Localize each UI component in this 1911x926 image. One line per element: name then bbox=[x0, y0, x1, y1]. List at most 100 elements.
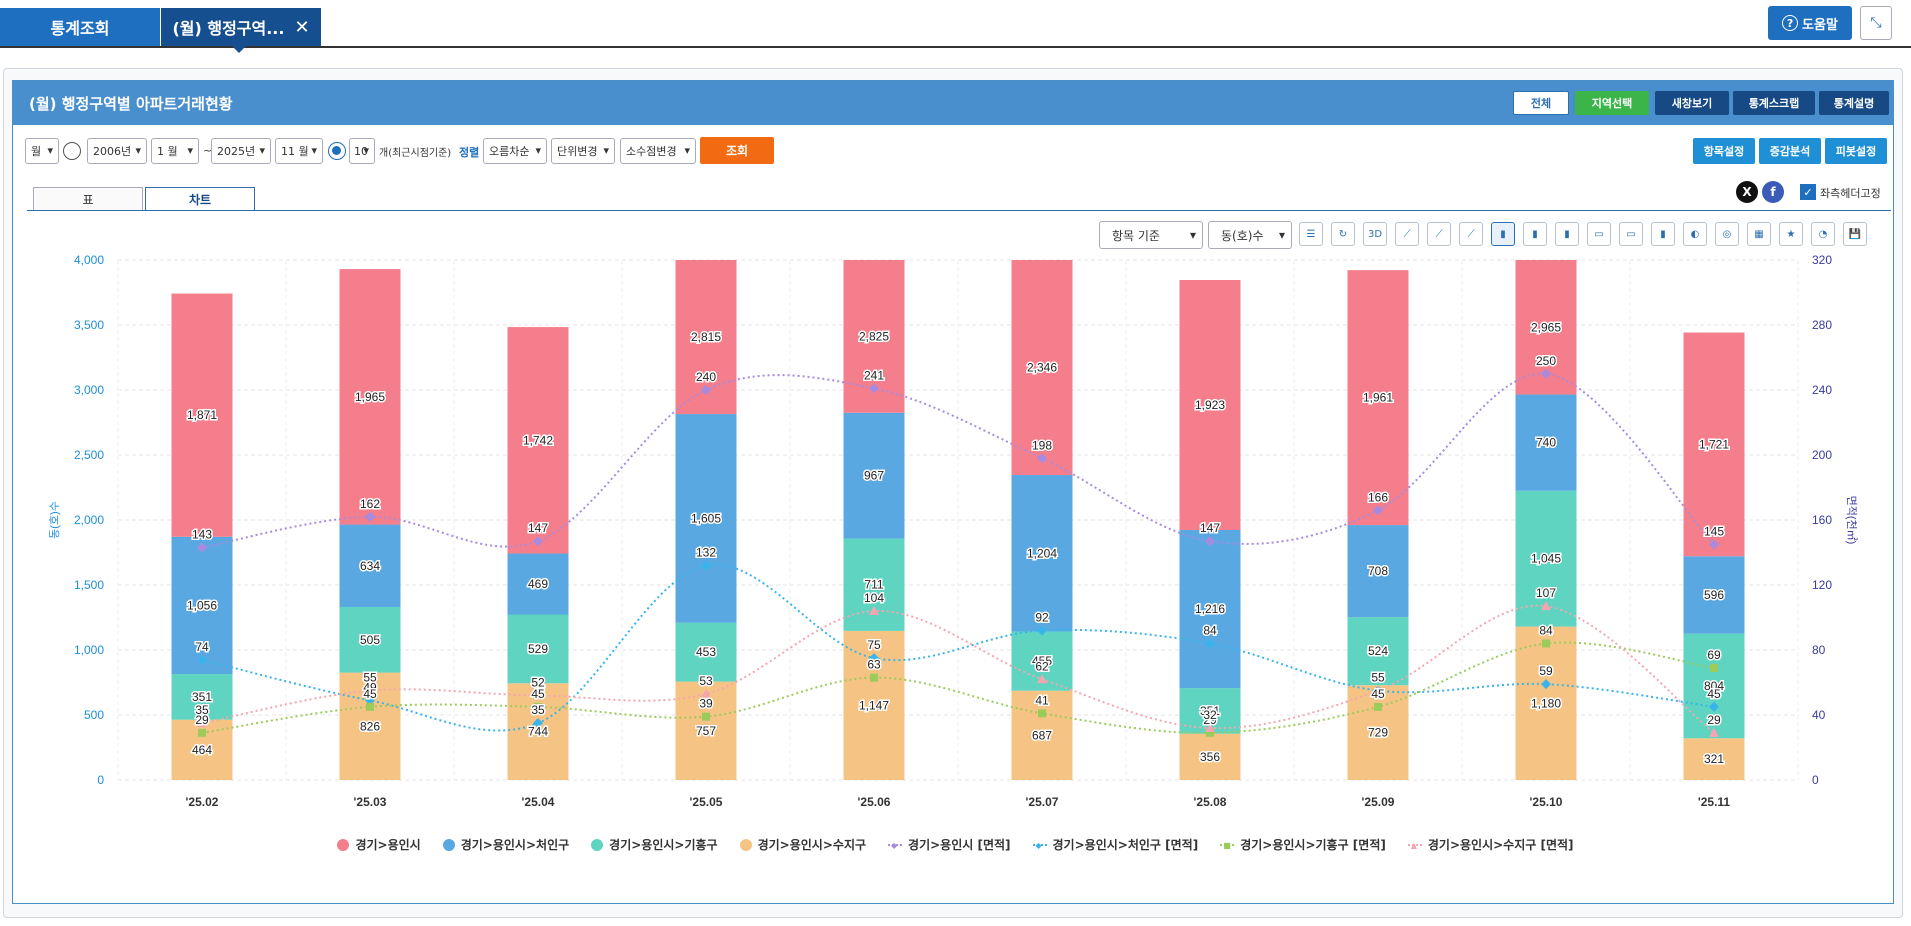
legend-item[interactable]: 경기>용인시>기흥구 bbox=[591, 836, 718, 853]
x-tick-label: '25.08 bbox=[1194, 795, 1227, 809]
chart-tool-6-icon[interactable]: ▮ bbox=[1491, 222, 1515, 246]
facebook-share-icon[interactable]: f bbox=[1762, 181, 1784, 203]
legend-item[interactable]: ■ 경기>용인시>기흥구 [면적] bbox=[1220, 836, 1386, 853]
item-settings-button[interactable]: 항목설정 bbox=[1693, 138, 1755, 164]
tab-apartment-region[interactable]: (월) 행정구역... ✕ bbox=[161, 8, 321, 46]
stats-scrap-button[interactable]: 통계스크랩 bbox=[1733, 91, 1815, 115]
legend-item[interactable]: 경기>용인시>수지구 bbox=[739, 836, 866, 853]
line-point bbox=[1037, 674, 1047, 684]
unit-select[interactable]: 단위변경 bbox=[551, 138, 615, 164]
fix-header-checkbox[interactable]: ✓ bbox=[1800, 184, 1816, 200]
legend-item[interactable]: ◆ 경기>용인시 [면적] bbox=[888, 836, 1011, 853]
start-year-select[interactable]: 2006년 bbox=[87, 138, 147, 164]
chart-tool-11-icon[interactable]: ▮ bbox=[1651, 222, 1675, 246]
y-tick-label: 2,500 bbox=[74, 448, 104, 462]
line-point bbox=[701, 385, 711, 395]
line-value-label: 45 bbox=[363, 687, 377, 701]
legend-item[interactable]: 경기>용인시 bbox=[337, 836, 421, 853]
chart-tool-2-icon[interactable]: 3D bbox=[1363, 222, 1387, 246]
line-point bbox=[1373, 685, 1383, 695]
line-value-label: 240 bbox=[696, 370, 716, 384]
chart-tool-1-icon[interactable]: ↻ bbox=[1331, 222, 1355, 246]
bar-value-label: 321 bbox=[1704, 752, 1724, 766]
legend-swatch: ◆ bbox=[888, 841, 903, 850]
chart-tool-5-icon[interactable]: ⟋ bbox=[1459, 222, 1483, 246]
chart-tool-4-icon[interactable]: ⟋ bbox=[1427, 222, 1451, 246]
collapse-icon[interactable]: ⤡ bbox=[1860, 6, 1892, 40]
pivot-settings-button[interactable]: 피봇설정 bbox=[1825, 138, 1887, 164]
recent-radio[interactable] bbox=[328, 142, 346, 160]
tab-table[interactable]: 표 bbox=[33, 187, 143, 211]
line-point bbox=[1541, 368, 1551, 379]
sort-label: 정렬 bbox=[459, 146, 480, 159]
x-share-icon[interactable]: X bbox=[1736, 181, 1758, 203]
all-button[interactable]: 전체 bbox=[1513, 91, 1569, 115]
chart-measure-select[interactable]: 동(호)수 bbox=[1208, 221, 1292, 249]
help-button[interactable]: ? 도움말 bbox=[1768, 6, 1852, 40]
y-tick-label: 1,500 bbox=[74, 578, 104, 592]
line-value-label: 241 bbox=[864, 368, 884, 382]
bar-value-label: 2,346 bbox=[1027, 361, 1057, 375]
line-value-label: 84 bbox=[1539, 624, 1553, 638]
start-month-select[interactable]: 1 월 bbox=[151, 138, 199, 164]
x-tick-label: '25.07 bbox=[1026, 795, 1059, 809]
chart-tool-17-icon[interactable]: 💾 bbox=[1843, 222, 1867, 246]
region-select-button[interactable]: 지역선택 bbox=[1575, 91, 1649, 115]
line-value-label: 45 bbox=[531, 687, 545, 701]
line-point bbox=[365, 685, 375, 695]
bar-value-label: 469 bbox=[528, 577, 548, 591]
line-value-label: 32 bbox=[1203, 708, 1217, 722]
range-radio[interactable] bbox=[63, 142, 81, 160]
chart-tool-12-icon[interactable]: ◐ bbox=[1683, 222, 1707, 246]
chart-tool-7-icon[interactable]: ▮ bbox=[1523, 222, 1547, 246]
legend-item[interactable]: 경기>용인시>처인구 bbox=[442, 836, 569, 853]
tab-stats-query[interactable]: 통계조회 bbox=[0, 8, 160, 46]
chart-tool-13-icon[interactable]: ◎ bbox=[1715, 222, 1739, 246]
legend-item[interactable]: ◆ 경기>용인시>처인구 [면적] bbox=[1032, 836, 1198, 853]
sort-select[interactable]: 오름차순 bbox=[483, 138, 547, 164]
chart-tool-8-icon[interactable]: ▮ bbox=[1555, 222, 1579, 246]
y2-tick-label: 80 bbox=[1812, 643, 1826, 657]
bar-value-label: 804 bbox=[1704, 679, 1724, 693]
chart-tool-10-icon[interactable]: ▭ bbox=[1619, 222, 1643, 246]
chart-basis-select[interactable]: 항목 기준 bbox=[1099, 221, 1203, 249]
line-value-label: 107 bbox=[1536, 586, 1556, 600]
x-tick-label: '25.11 bbox=[1698, 795, 1731, 809]
line-value-label: 162 bbox=[360, 497, 380, 511]
legend-item[interactable]: ▲ 경기>용인시>수지구 [면적] bbox=[1407, 836, 1574, 853]
bar-value-label: 708 bbox=[1368, 564, 1388, 578]
period-select[interactable]: 월 bbox=[25, 138, 59, 164]
y2-tick-label: 320 bbox=[1812, 253, 1832, 267]
chart-tool-15-icon[interactable]: ★ bbox=[1779, 222, 1803, 246]
recent-count-input[interactable]: 10 bbox=[349, 138, 375, 164]
tab-chart[interactable]: 차트 bbox=[145, 187, 255, 211]
bar-segment bbox=[1515, 394, 1577, 491]
legend-swatch: ◆ bbox=[1032, 841, 1047, 850]
decimal-select[interactable]: 소수점변경 bbox=[620, 138, 696, 164]
bar-segment bbox=[507, 327, 569, 554]
end-year-select[interactable]: 2025년 bbox=[211, 138, 271, 164]
chart-tool-16-icon[interactable]: ◔ bbox=[1811, 222, 1835, 246]
stats-description-button[interactable]: 통계설명 bbox=[1819, 91, 1889, 115]
change-analysis-button[interactable]: 증감분석 bbox=[1759, 138, 1821, 164]
chart-tool-14-icon[interactable]: ▦ bbox=[1747, 222, 1771, 246]
line-point bbox=[366, 702, 374, 711]
y2-tick-label: 120 bbox=[1812, 578, 1832, 592]
bar-segment bbox=[1179, 530, 1241, 689]
bar-value-label: 744 bbox=[528, 725, 548, 739]
bar-value-label: 967 bbox=[864, 469, 884, 483]
chart-tool-0-icon[interactable]: ☰ bbox=[1299, 222, 1323, 246]
new-window-button[interactable]: 새창보기 bbox=[1655, 91, 1729, 115]
bar-value-label: 2,965 bbox=[1531, 320, 1561, 334]
bar-segment bbox=[339, 524, 401, 607]
y-tick-label: 3,000 bbox=[74, 383, 104, 397]
chart-tool-9-icon[interactable]: ▭ bbox=[1587, 222, 1611, 246]
line-point bbox=[533, 690, 543, 700]
search-button[interactable]: 조회 bbox=[700, 137, 774, 164]
chart-tool-3-icon[interactable]: ⟋ bbox=[1395, 222, 1419, 246]
close-icon[interactable]: ✕ bbox=[294, 16, 310, 38]
fix-header-label: 좌측헤더고정 bbox=[1820, 187, 1881, 200]
end-month-select[interactable]: 11 월 bbox=[275, 138, 323, 164]
bar-value-label: 453 bbox=[696, 645, 716, 659]
legend-marker-icon: ◆ bbox=[1035, 840, 1042, 850]
